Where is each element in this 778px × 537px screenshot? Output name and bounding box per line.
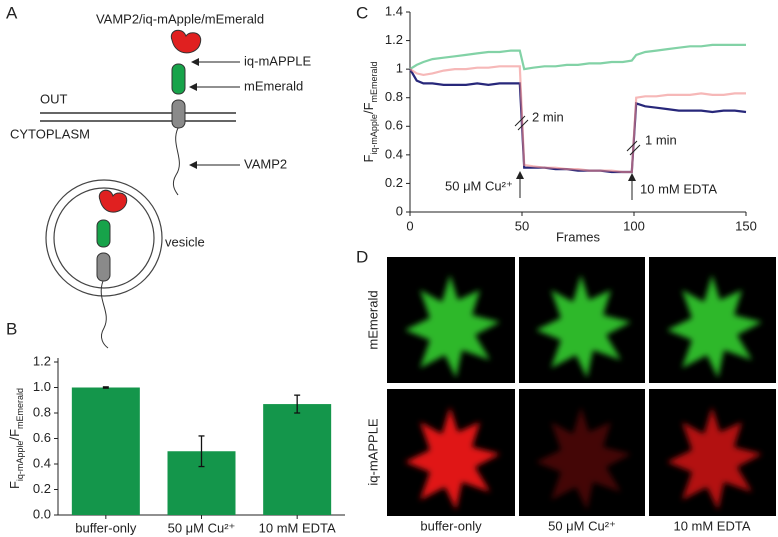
y-axis-label: Fiq-mApple/FmEmerald (7, 388, 25, 489)
y-tick-label: 0.6 (385, 118, 403, 133)
bar (263, 404, 332, 515)
line-series (409, 65, 746, 174)
panel-label: D (356, 247, 368, 266)
y-axis-label: Fiq-mApple/FmEmerald (361, 61, 379, 162)
label: CYTOPLASM (10, 126, 90, 141)
panel-label: C (356, 3, 368, 22)
memerald-protein (171, 63, 186, 95)
y-tick-label: 0.2 (33, 481, 51, 496)
x-tick-label: 100 (623, 218, 645, 233)
y-tick-label: 1.2 (33, 353, 51, 368)
panel-label: A (6, 3, 18, 22)
y-axis-label-part: /F (7, 429, 22, 441)
vesicle-outer (45, 179, 163, 297)
label: VAMP2 (244, 156, 287, 171)
y-axis-label-part: iq-mApple (369, 114, 379, 155)
y-tick-label: 1.2 (385, 32, 403, 47)
diagram-title: VAMP2/iq-mApple/mEmerald (96, 11, 264, 26)
x-tick-label: 10 mM EDTA (259, 520, 336, 535)
column-label: buffer-only (420, 518, 482, 533)
y-tick-label: 1.4 (385, 3, 403, 18)
column-label: 10 mM EDTA (673, 518, 750, 533)
y-tick-label: 0.8 (33, 404, 51, 419)
x-tick-label: buffer-only (75, 520, 137, 535)
vamp2-tail (172, 127, 180, 196)
y-axis-label-part: /F (361, 102, 376, 114)
y-axis-label-part: iq-mApple (15, 441, 25, 482)
label: vesicle (165, 234, 205, 249)
vamp2-protein (96, 252, 111, 282)
y-tick-label: 0.2 (385, 175, 403, 190)
y-tick-label: 1.0 (33, 379, 51, 394)
annotation: 10 mM EDTA (640, 181, 717, 196)
y-tick-label: 0.6 (33, 430, 51, 445)
iq-mapple-protein (98, 189, 128, 213)
diagram: VAMP2/iq-mApple/mEmerald iq-mAPPLE mEmer… (10, 11, 312, 349)
x-axis-label: Frames (556, 229, 601, 244)
annotation: 2 min (532, 109, 564, 124)
y-tick-label: 0.0 (33, 506, 51, 521)
iq-mapple-protein (170, 29, 202, 54)
y-axis-label-part: mEmerald (15, 388, 25, 429)
column-label: 50 μM Cu²⁺ (548, 518, 616, 533)
vesicle-inner (53, 187, 155, 289)
break-mark (514, 115, 529, 131)
row-label: iq-mAPPLE (365, 418, 380, 486)
label: OUT (40, 91, 68, 106)
bar (71, 387, 140, 515)
vamp2-tail (100, 280, 109, 349)
y-axis-label-part: F (361, 155, 376, 163)
vamp2-protein (171, 99, 186, 129)
y-tick-label: 0 (396, 203, 403, 218)
label: mEmerald (244, 78, 303, 93)
annotation: 1 min (645, 132, 677, 147)
memerald-protein (96, 219, 111, 248)
x-tick-label: 50 μM Cu²⁺ (168, 520, 236, 535)
x-tick-label: 50 (515, 218, 529, 233)
x-tick-label: 150 (735, 218, 757, 233)
x-tick-label: 0 (406, 218, 413, 233)
y-axis-label-part: F (7, 481, 22, 489)
y-tick-label: 0.8 (385, 89, 403, 104)
y-axis-label-part: mEmerald (369, 61, 379, 102)
image-grid: mEmerald iq-mAPPLE buffer-only 50 μM Cu²… (365, 257, 776, 533)
y-tick-label: 1 (396, 61, 403, 76)
line-series (409, 43, 746, 71)
line-series (409, 68, 747, 174)
break-mark (626, 140, 641, 156)
panel-label: B (6, 319, 17, 338)
label: iq-mAPPLE (244, 53, 312, 68)
annotation: 50 μM Cu²⁺ (445, 178, 513, 193)
row-label: mEmerald (365, 290, 380, 349)
y-tick-label: 0.4 (33, 455, 51, 470)
y-tick-label: 0.4 (385, 146, 403, 161)
